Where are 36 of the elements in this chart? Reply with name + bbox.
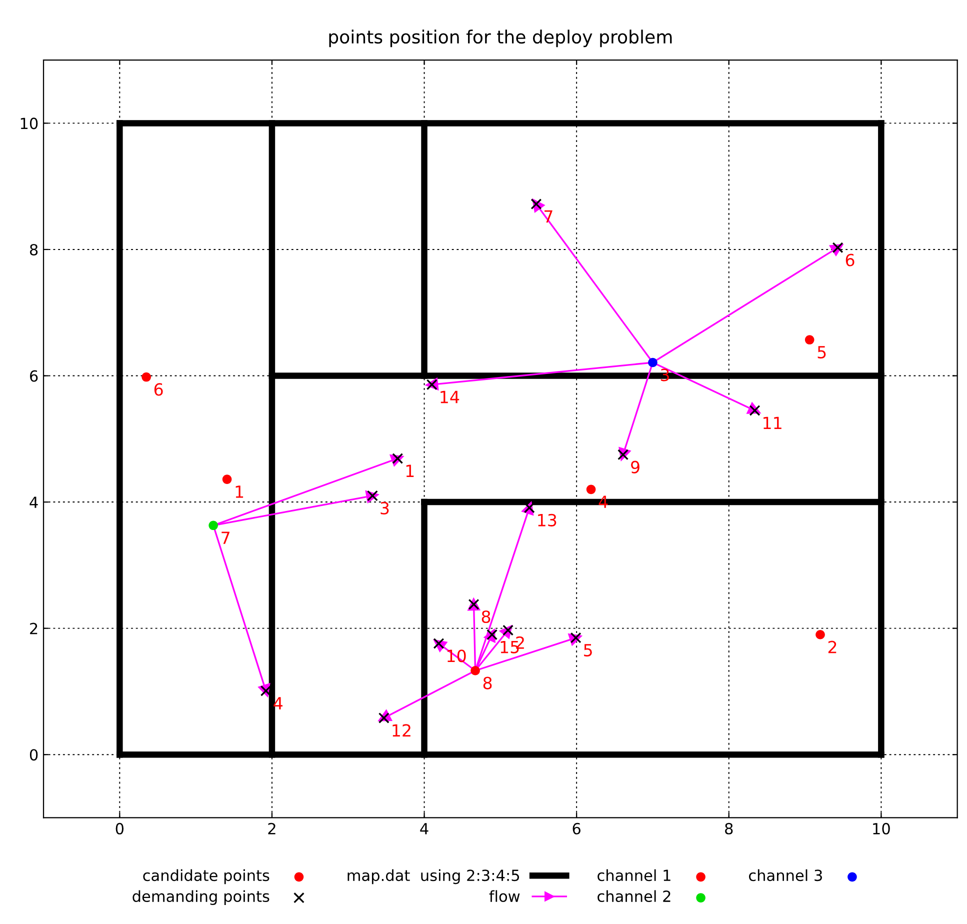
annotation: 8 [482,610,490,624]
annotation: 3 [380,502,389,514]
chart-title: points position for the deploy problem [329,30,672,48]
annotation: 6 [846,254,854,266]
annotation: 5 [818,346,826,358]
x-tick-label: 6 [572,822,580,834]
x-tick-label: 4 [420,823,428,834]
y-tick-label: 4 [30,496,38,508]
x-tick-label: 2 [268,822,276,834]
y-tick-label: 8 [30,244,38,256]
annotation: 1 [406,464,414,477]
y-tick-label: 0 [30,749,38,761]
x-tick-label: 10 [873,822,890,834]
annotation: 14 [440,390,460,404]
annotation: 2 [828,640,836,654]
annotation: 8 [483,676,492,690]
x-tick-label: 8 [725,822,733,834]
x-tick-label: 0 [116,822,124,834]
legend-label: channel 2 [598,890,670,902]
y-tick-label: 6 [30,370,38,382]
legend-label: flow [489,890,520,902]
y-tick-label: 2 [30,622,38,634]
annotation: 7 [222,532,230,544]
legend-label: demanding points [132,890,270,905]
annotation: 1 [236,486,244,498]
annotation: 5 [584,644,592,657]
legend-label: channel 1 [598,869,670,882]
annotation: 9 [631,460,640,474]
annotation: 12 [392,724,410,736]
annotation: 13 [538,514,556,526]
legend-label: channel 3 [749,869,822,882]
annotation: 6 [154,383,163,396]
annotation: 11 [764,416,782,429]
y-tick-label: 10 [20,118,38,130]
legend-label: map.dat using 2:3:4:5 [348,869,520,884]
legend-label: candidate points [143,869,270,884]
